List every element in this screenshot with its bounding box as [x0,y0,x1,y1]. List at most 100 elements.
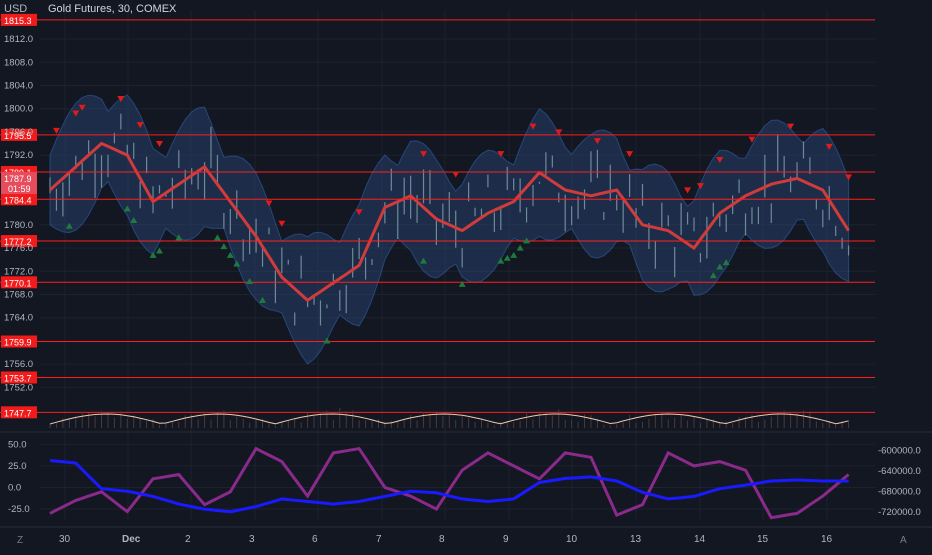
buy-signal-marker [175,234,183,241]
buy-signal-marker [523,237,531,244]
sell-signal-marker [52,127,60,134]
buy-signal-marker [226,251,234,258]
time-tick: 16 [821,534,833,545]
price-tick: 1796.0 [4,127,33,138]
buy-signal-marker [259,296,267,303]
time-tick: 13 [630,534,642,545]
time-tick: 9 [503,534,509,545]
sell-signal-marker [278,220,286,227]
buy-signal-marker [458,280,466,287]
price-tick: 1808.0 [4,57,33,68]
time-tick: 8 [439,534,445,545]
level-label: 1747.7 [4,408,32,418]
osc-left-tick: 25.0 [8,461,27,472]
buy-signal-marker [155,247,163,254]
level-label: 1759.9 [4,337,32,347]
buy-signal-marker [213,234,221,241]
level-label-box [1,13,37,26]
buy-signal-marker [65,222,73,229]
time-tick: 7 [376,534,382,545]
buy-signal-marker [503,254,511,261]
auto-scale-button[interactable]: A [900,535,907,546]
price-tick: 1776.0 [4,243,33,254]
level-label-box [1,335,37,348]
price-tick: 1764.0 [4,313,33,324]
sell-signal-marker [155,140,163,147]
sell-signal-marker [452,171,460,178]
sell-signal-marker [555,129,563,136]
price-tick: 1768.0 [4,289,33,300]
time-tick: 14 [694,534,706,545]
price-tick: 1772.0 [4,266,33,277]
osc-right-tick: -600000.0 [878,445,921,456]
level-label-box [1,193,37,206]
buy-signal-marker [709,272,717,279]
level-label-box [1,235,37,248]
buy-signal-marker [246,277,254,284]
oscillator-blue-line [49,459,849,514]
buy-signal-marker [130,217,138,223]
osc-left-tick: 0.0 [8,482,21,493]
sell-signal-marker [845,174,853,181]
bollinger-band [49,94,850,365]
level-label: 1795.5 [4,131,32,141]
price-tick: 1752.0 [4,382,33,393]
buy-signal-marker [510,251,518,258]
time-tick: 15 [757,534,769,545]
level-label: 1777.2 [4,237,32,247]
level-label-box [1,276,37,289]
buy-signal-marker [516,244,524,251]
moving-average-line [48,141,850,303]
current-price-box [1,171,37,194]
sell-signal-marker [265,200,273,207]
time-tick: 10 [566,534,578,545]
price-tick: 1804.0 [4,80,33,91]
level-label-box [1,406,37,419]
price-tick: 1800.0 [4,104,33,115]
time-tick: 3 [249,534,255,545]
osc-left-tick: -25.0 [8,504,30,515]
sell-signal-marker [355,209,363,216]
sell-signal-marker [529,123,537,130]
osc-right-tick: -720000.0 [878,507,921,518]
bar-countdown: 01:59 [8,184,31,194]
time-tick: 6 [312,534,318,545]
timezone-button[interactable]: Z [17,535,24,546]
buy-signal-marker [420,257,428,264]
price-tick: 1792.0 [4,150,33,161]
currency-label: USD [4,3,28,15]
level-label: 1815.3 [4,16,32,26]
current-price-label: 1787.9 [4,174,32,184]
time-tick: 30 [59,534,71,545]
buy-signal-marker [722,259,730,266]
sell-signal-marker [72,110,80,117]
oscillator-purple-line [49,446,850,520]
level-label-box [1,371,37,384]
sell-signal-marker [78,104,86,111]
time-tick: Dec [122,534,141,545]
sell-signal-marker [748,136,756,143]
level-label: 1784.4 [4,195,32,205]
sell-signal-marker [626,151,634,158]
buy-signal-marker [233,260,241,267]
price-tick: 1756.0 [4,359,33,370]
buy-signal-marker [323,337,331,344]
sell-signal-marker [136,122,144,129]
sell-signal-marker [420,151,428,158]
sell-signal-marker [684,187,692,194]
chart-title[interactable]: Gold Futures, 30, COMEX [48,3,177,15]
sell-signal-marker [716,156,724,163]
buy-signal-marker [220,243,228,250]
buy-signal-marker [716,263,724,270]
osc-right-tick: -640000.0 [878,466,921,477]
sell-signal-marker [117,95,125,102]
sell-signal-marker [787,123,795,130]
price-tick: 1780.0 [4,220,33,231]
osc-left-tick: 50.0 [8,439,27,450]
osc-right-tick: -680000.0 [878,486,921,497]
sell-signal-marker [696,183,704,190]
level-label: 1770.1 [4,278,32,288]
buy-signal-marker [497,257,505,264]
